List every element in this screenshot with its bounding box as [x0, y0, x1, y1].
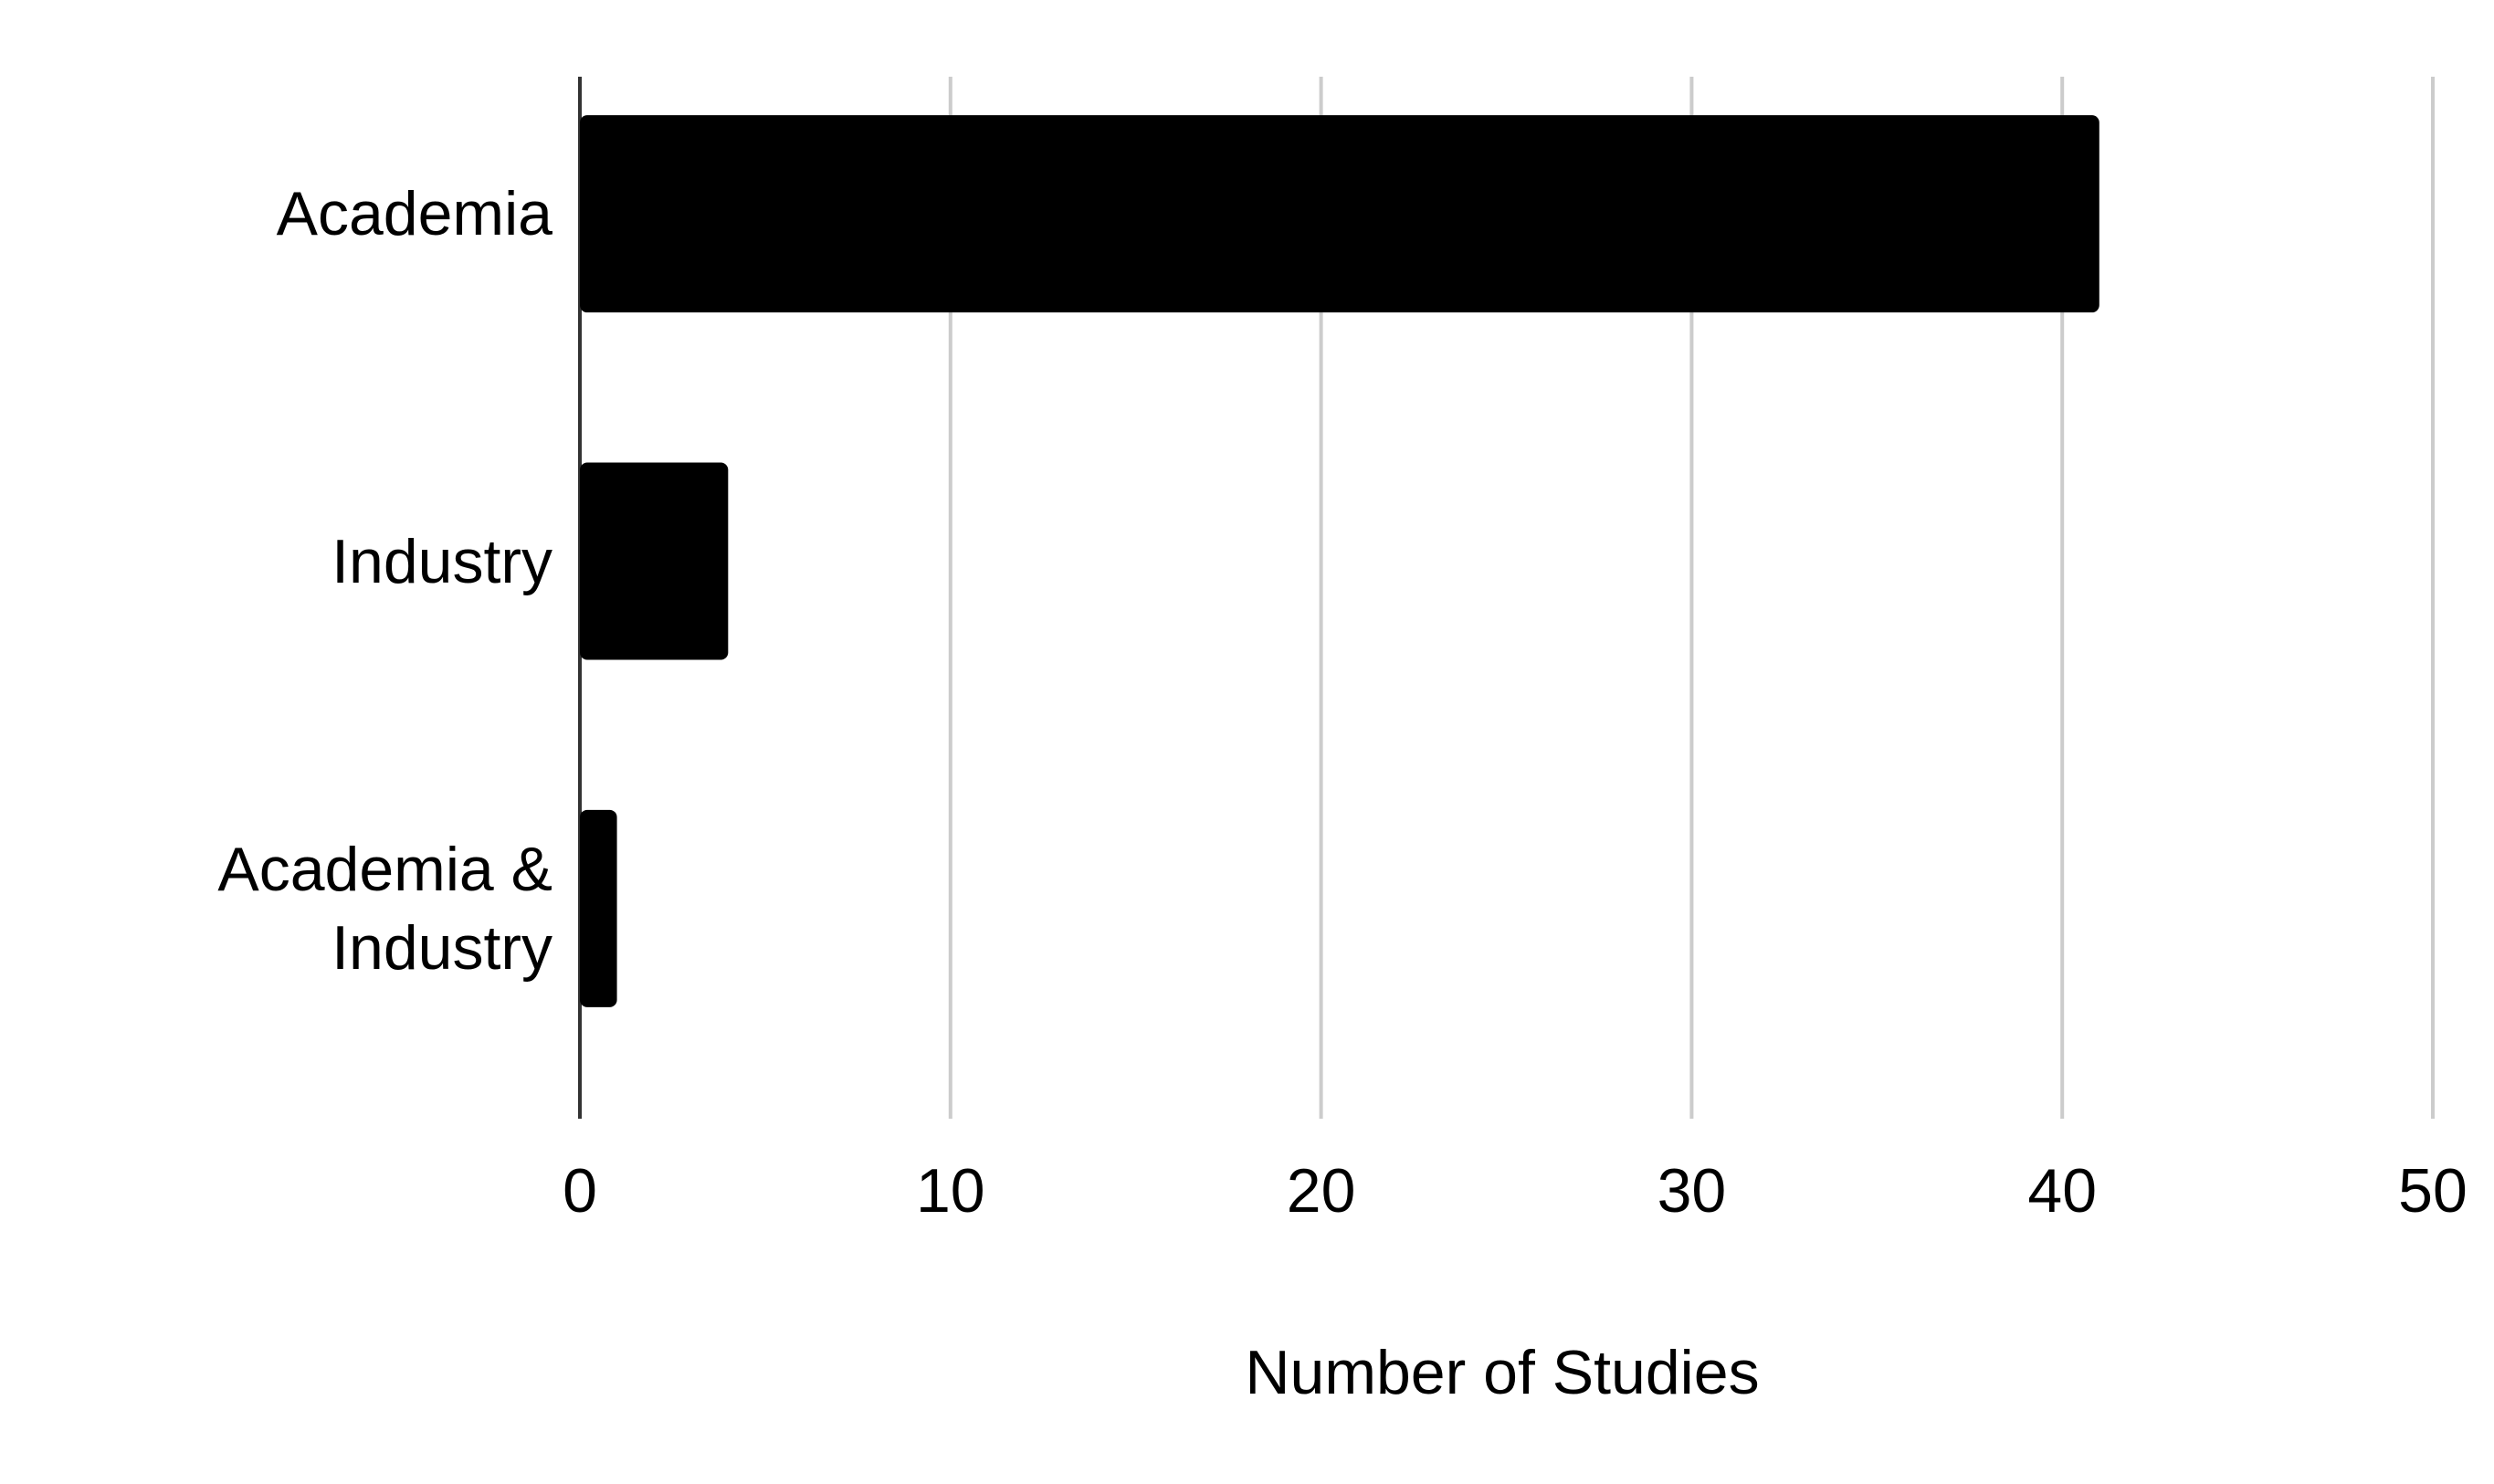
bar [580, 809, 617, 1007]
x-tick-label: 40 [2027, 1156, 2097, 1226]
x-tick-label: 20 [1287, 1156, 1356, 1226]
x-tick-label: 50 [2398, 1156, 2468, 1226]
x-tick-label: 0 [563, 1156, 597, 1226]
y-tick-label: Academia [276, 179, 552, 249]
bar [580, 462, 729, 660]
x-axis-label: Number of Studies [1245, 1338, 1759, 1407]
y-tick-label: Academia & Industry [217, 834, 552, 983]
bar [580, 115, 2099, 313]
x-tick-label: 10 [916, 1156, 985, 1226]
y-tick-label: Industry [331, 526, 552, 596]
x-tick-label: 30 [1657, 1156, 1727, 1226]
